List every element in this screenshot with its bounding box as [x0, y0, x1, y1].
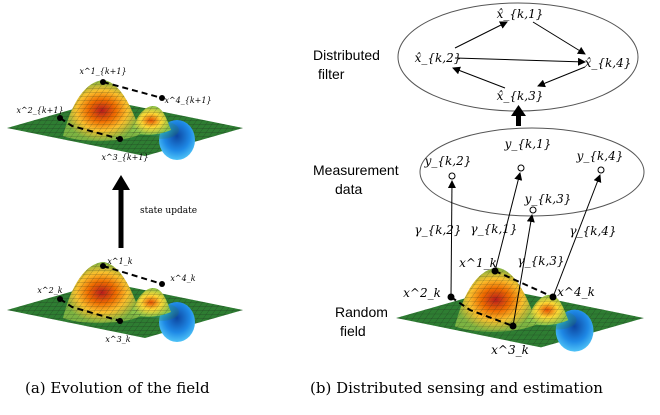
caption-b: (b) Distributed sensing and estimation	[310, 379, 603, 397]
gamma-2: γ_{k,2}	[414, 223, 461, 237]
field-node-2	[447, 293, 455, 301]
label-x4-k1: x^4_{k+1}	[164, 96, 211, 105]
node-bottom-2	[57, 296, 63, 302]
field-node-label-4: x^4_k	[557, 285, 595, 299]
filter-node-1: x̂_{k,1}	[497, 7, 544, 21]
node-bottom-3	[117, 318, 123, 324]
meas-point-4	[597, 166, 605, 174]
field-node-1	[491, 267, 499, 275]
node-top-4	[159, 95, 165, 101]
label-x2-k1: x^2_{k+1}	[16, 106, 63, 115]
measurement-label-line1: Measurement	[313, 162, 399, 178]
meas-node-3: y_{k,3}	[524, 192, 572, 206]
label-x1-k1: x^1_{k+1}	[79, 67, 126, 76]
state-update-label: state update	[140, 206, 197, 216]
filter-node-2: x̂_{k,2}	[415, 51, 462, 65]
node-top-2	[57, 115, 63, 121]
field-label-line2: field	[340, 323, 366, 339]
dashed-links-top	[59, 81, 163, 140]
gamma-3: γ_{k,3}	[517, 254, 564, 268]
node-top-1	[100, 79, 106, 85]
node-top-3	[117, 136, 123, 142]
label-x3-k1: x^3_{k+1}	[101, 153, 148, 162]
dashed-links-bottom	[59, 265, 163, 322]
field-dashed-links	[450, 270, 554, 327]
filter-label-line2: filter	[318, 66, 345, 82]
field-surface-top	[7, 80, 243, 160]
field-node-label-2: x^2_k	[403, 286, 441, 300]
field-node-4	[549, 293, 557, 301]
filter-label-line1: Distributed	[313, 47, 380, 63]
measurement-arrows	[447, 172, 602, 327]
field-node-label-1: x^1_k	[459, 256, 497, 270]
filter-node-3: x̂_{k,3}	[497, 89, 544, 103]
field-node-3	[509, 322, 517, 330]
meas-node-2: y_{k,2}	[424, 154, 472, 168]
field-label-line1: Random	[335, 304, 388, 320]
node-bottom-4	[159, 281, 165, 287]
label-x3-k: x^3_k	[105, 335, 130, 344]
label-x2-k: x^2_k	[37, 286, 62, 295]
estimation-arrow	[511, 105, 526, 126]
left-panel: x^1_{k+1} x^2_{k+1} x^3_{k+1} x^4_{k+1} …	[7, 67, 243, 397]
label-x1-k: x^1_k	[107, 257, 132, 266]
meas-node-4: y_{k,4}	[576, 149, 624, 163]
field-surface-bottom	[7, 262, 243, 342]
gamma-1: γ_{k,1}	[470, 222, 517, 236]
meas-point-1	[517, 164, 525, 172]
gamma-4: γ_{k,4}	[569, 224, 616, 238]
label-x4-k: x^4_k	[170, 274, 195, 283]
right-panel: Distributed filter x̂_{k,1} x̂_{k,2} x̂_…	[310, 2, 645, 397]
meas-point-3	[529, 206, 537, 214]
node-bottom-1	[100, 263, 106, 269]
random-field-surface	[396, 267, 644, 352]
state-update-arrow	[112, 175, 130, 248]
measurement-label-line2: data	[335, 181, 362, 197]
meas-node-1: y_{k,1}	[504, 137, 552, 151]
meas-point-2	[448, 172, 456, 180]
caption-a: (a) Evolution of the field	[25, 379, 210, 397]
filter-node-4: x̂_{k,4}	[585, 56, 632, 70]
field-node-label-3: x^3_k	[491, 343, 529, 357]
filter-graph-edges	[452, 21, 586, 89]
